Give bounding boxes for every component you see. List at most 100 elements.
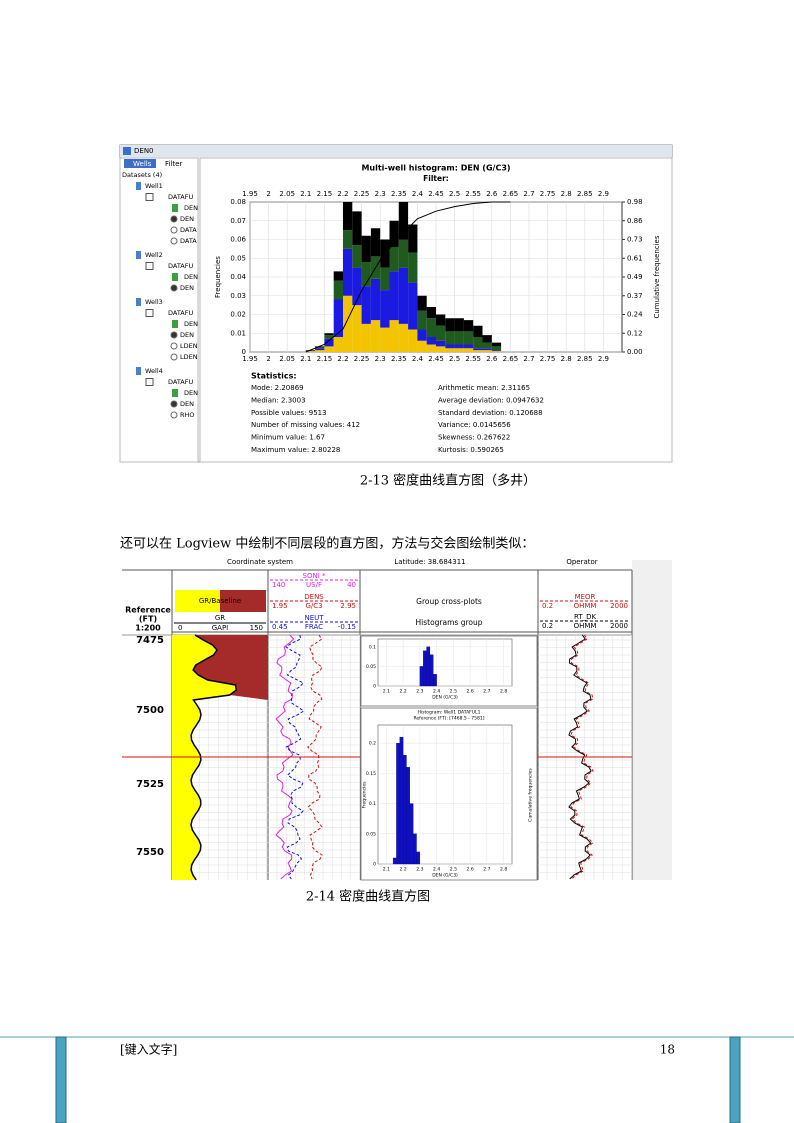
- x-tick-label-top: 2.2: [337, 190, 348, 198]
- tree-option: DEN: [180, 284, 194, 292]
- y2-tick-label: 0.98: [627, 198, 643, 206]
- group-label: Histograms group: [416, 618, 483, 627]
- curve-unit: US/F: [306, 581, 322, 589]
- histogram-segment: [454, 348, 464, 352]
- y2-tick-label: 0.61: [627, 254, 643, 262]
- histogram-bar: [399, 736, 404, 865]
- histogram-bar: [413, 833, 417, 865]
- histogram-segment: [426, 344, 436, 352]
- curve-icon: [172, 204, 178, 212]
- curve-max: 2000: [610, 622, 628, 630]
- plot-area: [377, 638, 513, 687]
- histogram-segment: [370, 228, 381, 257]
- histogram-segment: [436, 340, 446, 347]
- histogram-segment: [454, 344, 464, 349]
- tree-well: Well3: [145, 298, 163, 306]
- histogram-segment: [491, 350, 502, 352]
- histogram-segment: [426, 337, 436, 345]
- tree-curve: DEN: [184, 273, 198, 281]
- x-tick-label-top: 2.55: [465, 190, 481, 198]
- histogram-bar: [433, 674, 437, 687]
- histogram-segment: [352, 211, 362, 246]
- histogram-bar: [406, 767, 410, 865]
- y-tick-label: 0.07: [230, 217, 246, 225]
- y-tick-label: 0: [373, 684, 376, 690]
- stat-line: Standard deviation: 0.120688: [438, 409, 543, 417]
- histogram-segment: [436, 346, 446, 352]
- y2-tick-label: 0.00: [627, 348, 643, 356]
- histogram-segment: [315, 347, 325, 349]
- tree-option: DEN: [180, 331, 194, 339]
- stat-line: Arithmetic mean: 2.31165: [438, 384, 530, 392]
- group-label: Group cross-plots: [416, 597, 482, 606]
- histogram-segment: [370, 320, 381, 352]
- curve-min: 0.2: [542, 602, 553, 610]
- histogram-segment: [445, 344, 455, 349]
- histogram-segment: [380, 327, 390, 352]
- header-top: Operator: [566, 558, 597, 566]
- tree-panel: [119, 157, 199, 463]
- histogram-segment: [417, 329, 427, 341]
- y2-axis-label: Cumulative frequencies: [653, 235, 661, 318]
- x-tick-label: 2.05: [279, 355, 295, 363]
- tree-option: RHO: [180, 411, 195, 419]
- y2-tick-label: 0.24: [627, 311, 643, 319]
- stat-line: Maximum value: 2.80228: [251, 446, 340, 454]
- gr-fill-label: GR/Baseline: [199, 597, 241, 605]
- curve-max: 40: [347, 581, 356, 589]
- histogram-segment: [408, 282, 418, 330]
- x-tick-label: 2.3: [416, 867, 423, 873]
- histogram-segment: [398, 239, 409, 268]
- histogram-segment: [398, 267, 409, 324]
- histogram-segment: [491, 342, 502, 347]
- x-tick-label: 2.1: [383, 689, 390, 695]
- x-tick-label-top: 2.4: [412, 190, 424, 198]
- histogram-segment: [324, 333, 334, 336]
- curve-max: 2000: [610, 602, 628, 610]
- cumulative-line: [305, 201, 511, 353]
- x-tick-label: 2.4: [433, 867, 440, 873]
- curve-min: 1.95: [272, 602, 288, 610]
- well-icon: [136, 298, 141, 306]
- stat-line: Average deviation: 0.0947632: [438, 396, 544, 404]
- x-tick-label-top: 2.9: [598, 190, 609, 198]
- well-icon: [136, 251, 141, 259]
- y-tick-label: 0.1: [369, 644, 376, 650]
- curve-name: RT_DK: [574, 613, 597, 621]
- x-tick-label: 2.3: [416, 689, 423, 695]
- histogram-segment: [473, 348, 483, 351]
- curve-unit: G/C3: [305, 602, 322, 610]
- tree-curve: DEN: [184, 204, 198, 212]
- histogram-segment: [482, 350, 492, 352]
- histogram-segment: [370, 278, 381, 321]
- histogram-segment: [491, 351, 502, 352]
- x-tick-label-top: 2.5: [449, 190, 460, 198]
- histogram-segment: [315, 350, 325, 352]
- histogram-segment: [454, 331, 464, 345]
- x-tick-label: 2.55: [465, 355, 481, 363]
- y-tick-label: 0.02: [230, 311, 246, 319]
- x-tick-label: 2.4: [433, 689, 440, 695]
- y2-tick-label: 0.73: [627, 236, 643, 244]
- tab: Filter: [165, 160, 182, 168]
- well-icon: [136, 367, 141, 375]
- curve-name: GR: [215, 614, 225, 622]
- histogram-bar: [396, 742, 400, 865]
- depth-label: 7525: [136, 779, 164, 790]
- histogram-segment: [482, 348, 492, 351]
- checkbox: [145, 378, 154, 386]
- histogram-bar: [419, 666, 424, 687]
- histogram-bar: [409, 803, 414, 865]
- tab-active[interactable]: [124, 159, 156, 168]
- label: DEN0: [134, 147, 154, 155]
- x-tick-label: 2.85: [577, 355, 593, 363]
- gr-shale-fill: [193, 635, 268, 700]
- histogram-segment: [463, 331, 474, 345]
- histogram-segment: [436, 325, 446, 341]
- radio: [170, 226, 178, 234]
- radio: [170, 215, 178, 223]
- x-tick-label: 2.8: [500, 689, 507, 695]
- histogram-bar: [426, 646, 431, 687]
- stat-line: Mode: 2.20869: [251, 384, 304, 392]
